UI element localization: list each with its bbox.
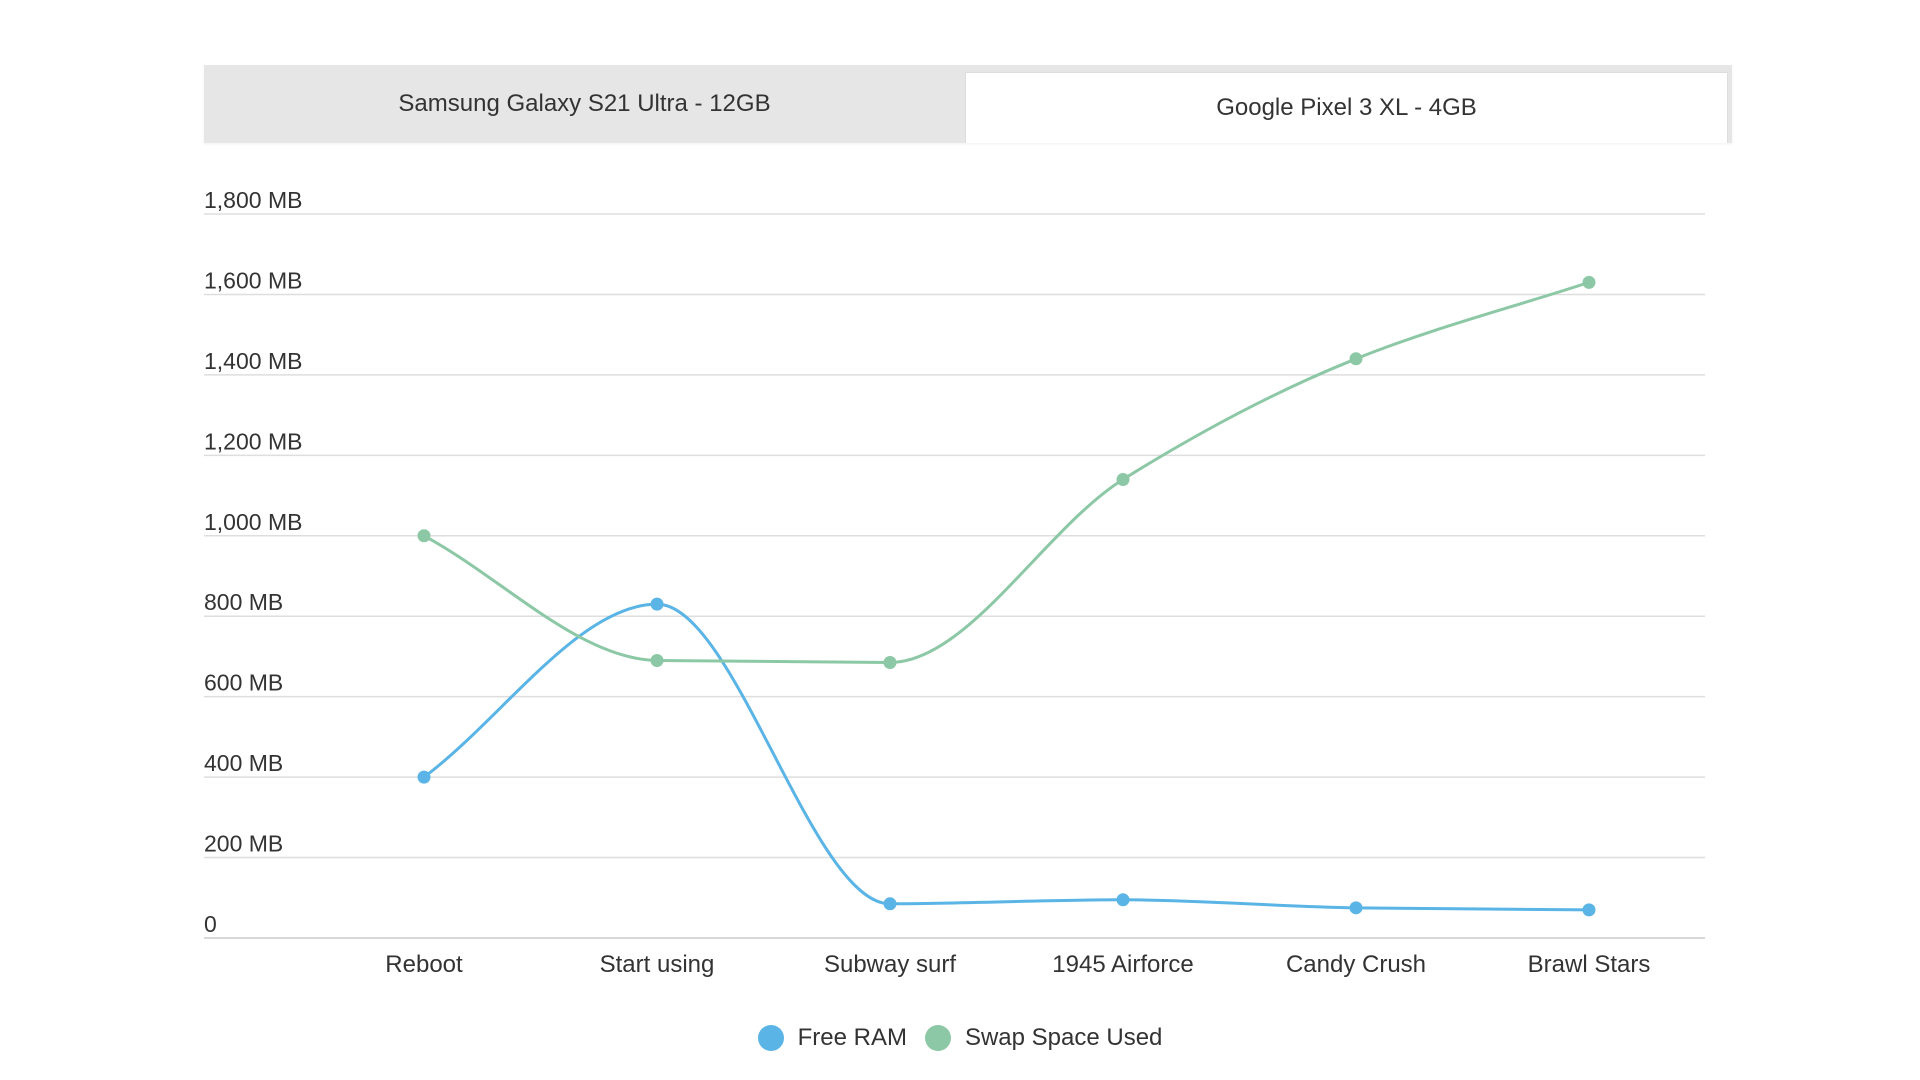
x-tick-label: Brawl Stars (1528, 951, 1651, 978)
legend-label-swap-space-used: Swap Space Used (964, 1024, 1163, 1051)
legend-item-swap-space-used[interactable]: Swap Space Used (924, 1024, 1163, 1052)
data-point-swap-space-used (883, 655, 897, 669)
y-tick-label: 1,800 MB (204, 187, 302, 213)
series-line-free-ram (423, 602, 1590, 912)
tab-google-pixel-3-xl[interactable]: Google Pixel 3 XL - 4GB (965, 72, 1728, 143)
data-point-swap-space-used (650, 653, 664, 667)
device-tabs: Samsung Galaxy S21 Ultra - 12GB Google P… (204, 65, 1732, 143)
x-tick-label: 1945 Airforce (1052, 951, 1193, 978)
legend-label-free-ram: Free RAM (797, 1024, 907, 1051)
line-chart: 0 200 MB 400 MB 600 MB 800 MB 1,000 MB 1,200 M… (204, 187, 1705, 978)
data-point-swap-space-used (1116, 472, 1130, 486)
y-tick-label: 1,000 MB (204, 509, 302, 535)
chart-legend: Free RAM Swap Space Used (0, 1024, 1920, 1052)
legend-item-free-ram[interactable]: Free RAM (757, 1024, 907, 1052)
x-tick-label: Subway surf (824, 951, 956, 978)
tab-samsung-galaxy-s21-ultra[interactable]: Samsung Galaxy S21 Ultra - 12GB (398, 90, 771, 117)
data-point-swap-space-used (417, 529, 431, 543)
y-tick-label: 1,400 MB (204, 348, 302, 374)
legend-swatch-swap-space-used (924, 1025, 951, 1051)
y-tick-label: 1,600 MB (204, 267, 302, 293)
data-point-free-ram (1116, 893, 1130, 907)
data-point-free-ram (650, 597, 664, 611)
y-tick-label: 200 MB (204, 831, 283, 857)
data-point-free-ram (1349, 901, 1363, 915)
data-point-free-ram (417, 770, 431, 784)
x-tick-label: Start using (600, 951, 715, 978)
y-tick-label: 800 MB (204, 589, 283, 615)
data-point-free-ram (1582, 903, 1596, 917)
data-point-swap-space-used (1349, 352, 1363, 366)
data-point-swap-space-used (1582, 275, 1596, 289)
y-tick-label: 1,200 MB (204, 428, 302, 454)
series-line-swap-space-used (423, 280, 1590, 664)
x-tick-label: Reboot (385, 951, 463, 978)
x-tick-label: Candy Crush (1286, 951, 1426, 978)
y-tick-label: 400 MB (204, 750, 283, 776)
legend-swatch-free-ram (757, 1025, 784, 1051)
data-point-free-ram (883, 897, 897, 911)
y-tick-label: 600 MB (204, 670, 283, 696)
y-tick-label: 0 (204, 911, 217, 937)
